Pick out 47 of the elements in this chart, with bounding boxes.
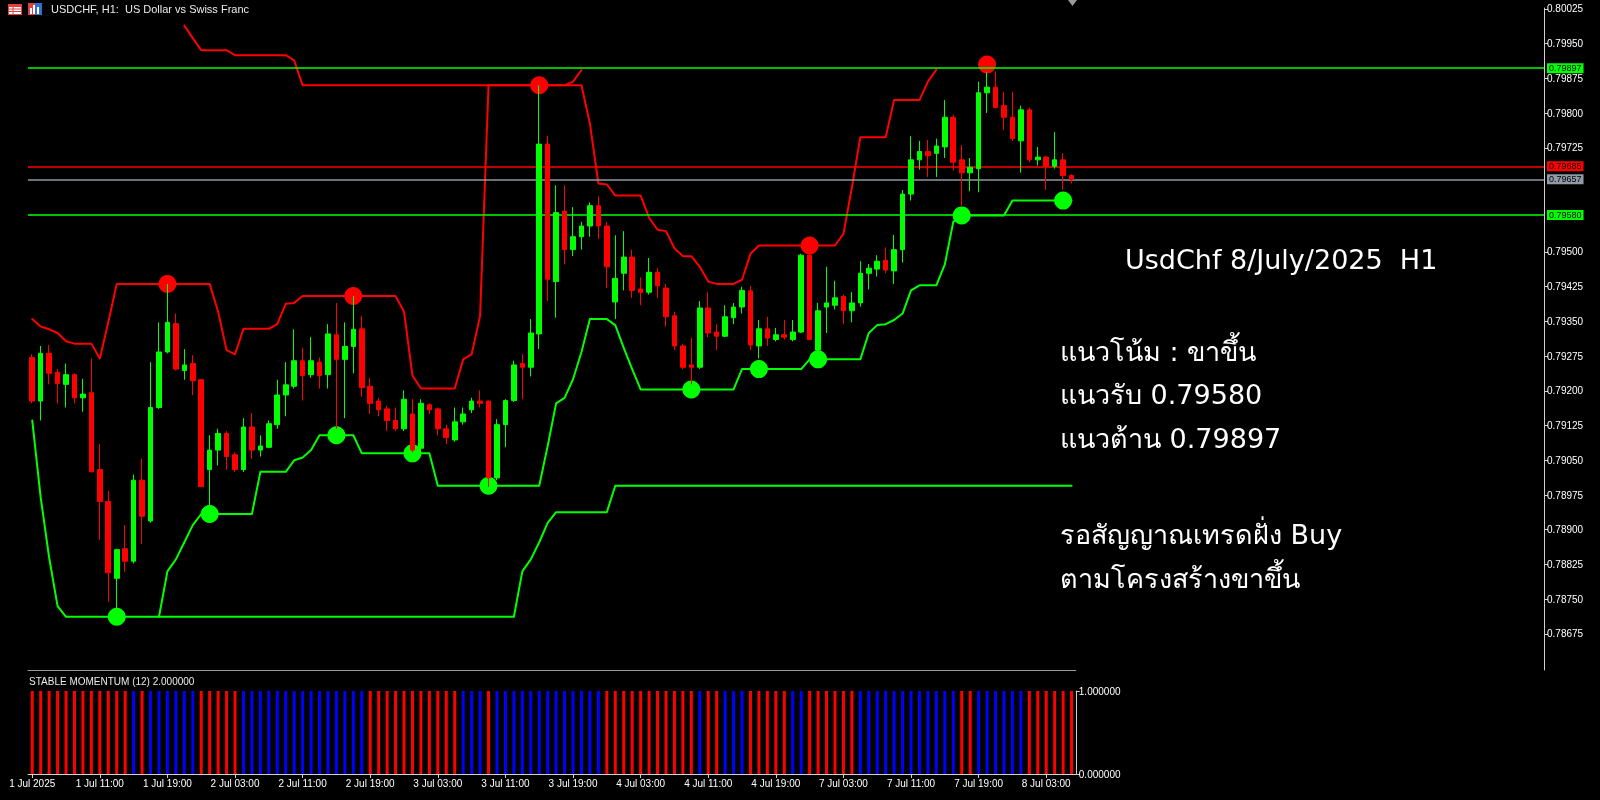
- x-tick-label: 3 Jul 03:00: [413, 777, 463, 789]
- annotation: แนวต้าน 0.79897: [1060, 423, 1282, 454]
- annotation: รอสัญญาณเทรดฝั่ง Buy: [1060, 516, 1343, 550]
- ref-line-label: 0.79580: [1549, 209, 1582, 220]
- y-tick-label: 0.79875: [1547, 72, 1584, 84]
- y-tick-label: 0.80025: [1547, 3, 1584, 15]
- x-tick-label: 1 Jul 11:00: [75, 777, 125, 789]
- x-tick-label: 7 Jul 03:00: [818, 777, 869, 789]
- y-tick-label: 0.78825: [1547, 558, 1584, 570]
- y-tick-label: 0.78750: [1547, 593, 1584, 605]
- y-tick-label: 0.79425: [1547, 281, 1584, 293]
- y-tick-label: 0.79500: [1547, 246, 1584, 258]
- y-tick-label: 0.79350: [1547, 315, 1584, 327]
- y-tick-label: 0.79950: [1547, 38, 1584, 50]
- annotation: แนวโน้ม : ขาขึ้น: [1060, 332, 1257, 367]
- y-tick-label: 0.79200: [1547, 385, 1584, 397]
- x-tick-label: 4 Jul 11:00: [684, 777, 733, 789]
- x-tick-label: 1 Jul 2025: [9, 777, 56, 789]
- y-tick-label: 0.79050: [1547, 454, 1584, 466]
- y-tick-label: 0.000000: [1078, 768, 1121, 780]
- chart-title: STABLE MOMENTUM (12) 2.000000: [29, 675, 195, 687]
- x-tick-label: 3 Jul 19:00: [548, 777, 598, 789]
- chart-title: USDCHF, H1: US Dollar vs Swiss Franc: [51, 2, 250, 15]
- x-tick-label: 1 Jul 19:00: [142, 777, 193, 789]
- y-tick-label: 0.78900: [1547, 524, 1584, 536]
- x-tick-label: 4 Jul 19:00: [751, 777, 801, 789]
- y-tick-label: 0.79125: [1547, 420, 1584, 432]
- annotation: ตามโครงสร้างขาขึ้น: [1060, 559, 1300, 594]
- x-tick-label: 7 Jul 19:00: [954, 777, 1004, 789]
- y-tick-label: 0.79800: [1547, 107, 1584, 119]
- y-tick-label: 0.79275: [1547, 350, 1584, 362]
- x-tick-label: 3 Jul 11:00: [481, 777, 530, 789]
- x-tick-label: 7 Jul 11:00: [886, 777, 936, 789]
- text: UsdChf 8/July/2025 H1: [1125, 244, 1438, 275]
- y-tick-label: 0.78675: [1547, 628, 1584, 640]
- x-tick-label: 2 Jul 11:00: [278, 777, 328, 789]
- y-tick-label: 1.000000: [1078, 685, 1121, 697]
- x-tick-label: 4 Jul 03:00: [616, 777, 666, 789]
- y-tick-label: 0.79725: [1547, 142, 1584, 154]
- x-tick-label: 8 Jul 03:00: [1021, 777, 1072, 789]
- annotation: แนวรับ 0.79580: [1060, 379, 1263, 410]
- ref-line-label: 0.79685: [1549, 161, 1582, 172]
- ref-line-label: 0.79897: [1549, 63, 1582, 74]
- x-tick-label: 2 Jul 19:00: [345, 777, 396, 789]
- ref-line-label: 0.79657: [1549, 174, 1582, 185]
- y-tick-label: 0.78975: [1547, 489, 1584, 501]
- x-tick-label: 2 Jul 03:00: [210, 777, 260, 789]
